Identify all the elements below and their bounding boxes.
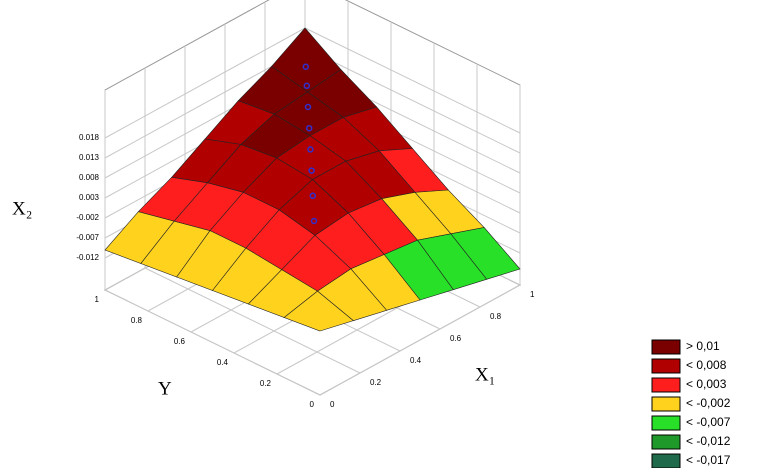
x-tick-label: 1 bbox=[530, 290, 535, 299]
y-tick-label: 0.8 bbox=[131, 316, 143, 325]
legend-swatch bbox=[651, 434, 681, 450]
z-tick-label: -0.012 bbox=[76, 253, 99, 262]
legend-swatch bbox=[651, 415, 681, 431]
grid-line bbox=[104, 289, 321, 396]
legend-label: < -0,007 bbox=[686, 415, 731, 429]
x-tick-label: 0.2 bbox=[370, 378, 382, 387]
z-tick-label: -0.002 bbox=[76, 213, 99, 222]
legend-label: > 0,01 bbox=[686, 339, 720, 353]
grid-line bbox=[104, 27, 306, 139]
data-point bbox=[302, 63, 309, 70]
surface-face bbox=[283, 290, 354, 332]
z-tick-label: 0.008 bbox=[79, 173, 100, 182]
legend-swatch bbox=[651, 358, 681, 374]
z-tick-label: -0.007 bbox=[76, 233, 99, 242]
y-axis-label: Y bbox=[158, 378, 172, 399]
legend-label: < 0,008 bbox=[686, 358, 727, 372]
x-tick-label: 0.6 bbox=[450, 334, 462, 343]
legend-label: < -0,012 bbox=[686, 434, 731, 448]
data-point bbox=[305, 124, 313, 132]
x-axis-label: X₁ bbox=[475, 364, 495, 385]
y-tick-label: 0.4 bbox=[217, 358, 229, 367]
legend-swatch bbox=[651, 453, 681, 469]
x-tick-label: 0.8 bbox=[490, 312, 502, 321]
z-axis-label: X₂ bbox=[12, 198, 32, 219]
legend-swatch bbox=[651, 377, 681, 393]
legend-label: < -0,017 bbox=[686, 453, 731, 467]
legend-label: < -0,002 bbox=[686, 396, 731, 410]
legend-label: < 0,003 bbox=[686, 377, 727, 391]
data-point bbox=[304, 103, 312, 111]
grid-line bbox=[304, 27, 521, 134]
grid-line bbox=[144, 267, 361, 374]
y-tick-label: 0.6 bbox=[174, 337, 186, 346]
y-tick-label: 0.2 bbox=[260, 379, 272, 388]
x-tick-label: 0 bbox=[330, 400, 335, 409]
z-tick-label: 0.003 bbox=[79, 193, 100, 202]
grid-line bbox=[319, 284, 521, 396]
x-tick-label: 0.4 bbox=[410, 356, 422, 365]
y-tick-label: 1 bbox=[95, 295, 100, 304]
z-tick-label: 0.013 bbox=[79, 153, 100, 162]
data-point bbox=[310, 217, 318, 225]
data-point bbox=[303, 82, 311, 90]
data-point bbox=[307, 146, 314, 153]
legend-swatch bbox=[651, 339, 681, 355]
data-point bbox=[308, 167, 315, 174]
grid-line bbox=[304, 47, 521, 154]
legend-swatch bbox=[651, 396, 681, 412]
data-point bbox=[309, 192, 317, 200]
y-tick-label: 0 bbox=[310, 400, 315, 409]
z-tick-label: 0.018 bbox=[79, 133, 100, 142]
